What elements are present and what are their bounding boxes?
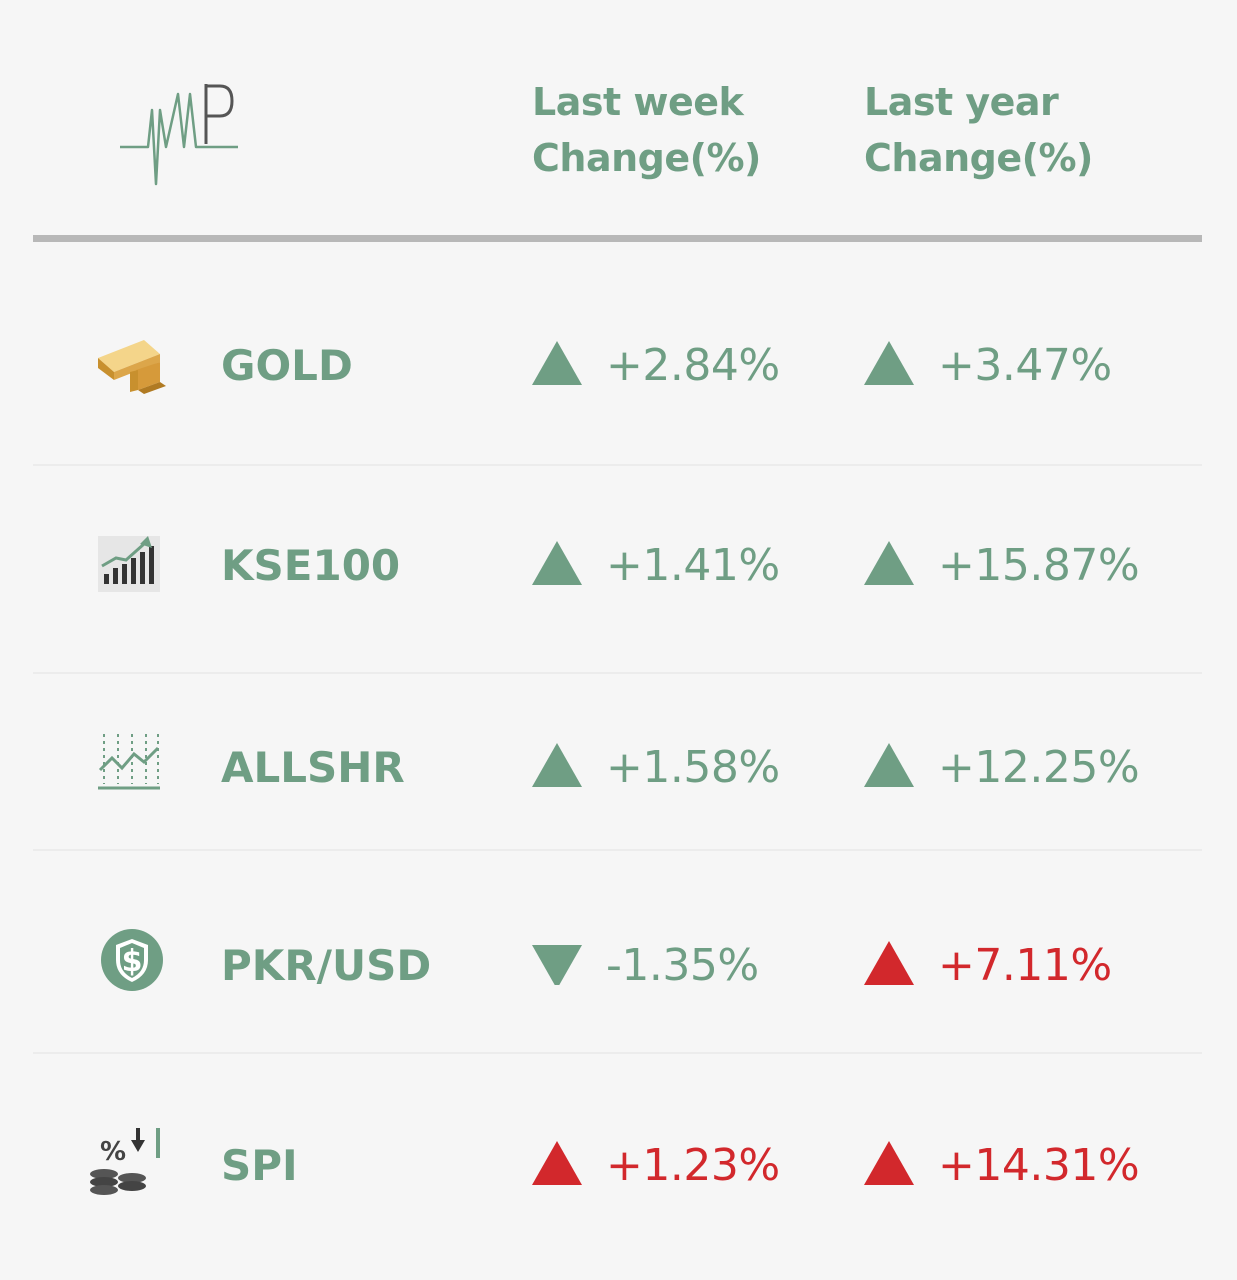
bar-chart-growth-icon	[98, 536, 160, 592]
week-change-value: +1.41%	[606, 540, 780, 591]
triangle-up-icon	[864, 541, 914, 585]
dollar-coin-icon: $	[101, 929, 163, 991]
coins-percent-icon: %	[90, 1128, 160, 1195]
table-row-kse100: KSE100 +1.41% +15.87%	[0, 536, 1237, 596]
asset-name: SPI	[221, 1141, 298, 1190]
week-change-value: +1.58%	[606, 742, 780, 793]
line-chart-icon	[98, 734, 160, 790]
asset-name: KSE100	[221, 541, 401, 590]
year-change-value: +15.87%	[938, 540, 1140, 591]
triangle-up-icon	[532, 341, 582, 385]
asset-name: ALLSHR	[221, 743, 405, 792]
year-change-value: +7.11%	[938, 940, 1112, 991]
year-change-value: +12.25%	[938, 742, 1140, 793]
table-row-gold: GOLD +2.84% +3.47%	[0, 336, 1237, 396]
table-row-allshr: ALLSHR +1.58% +12.25%	[0, 734, 1237, 798]
triangle-up-icon	[532, 1141, 582, 1185]
triangle-down-icon	[532, 945, 582, 985]
gold-bar-icon	[98, 340, 166, 394]
last-week-header-line2: Change(%)	[532, 136, 761, 180]
triangle-up-icon	[864, 743, 914, 787]
row-divider	[33, 464, 1202, 466]
triangle-up-icon	[532, 541, 582, 585]
asset-name: PKR/USD	[221, 941, 432, 990]
last-year-header-line2: Change(%)	[864, 136, 1093, 180]
svg-text:$: $	[122, 944, 143, 979]
triangle-up-icon	[864, 1141, 914, 1185]
last-week-header: Last week Change(%)	[532, 74, 761, 186]
triangle-up-icon	[532, 743, 582, 787]
amp-logo-icon	[120, 84, 238, 186]
table-row-pkr-usd: $ PKR/USD -1.35% +7.11%	[0, 929, 1237, 996]
last-week-header-line1: Last week	[532, 80, 744, 124]
row-divider	[33, 849, 1202, 851]
triangle-up-icon	[864, 941, 914, 985]
table-row-spi: % SPI +1.23% +14.31%	[0, 1128, 1237, 1196]
header-divider	[33, 235, 1202, 242]
last-year-header: Last year Change(%)	[864, 74, 1093, 186]
last-year-header-line1: Last year	[864, 80, 1059, 124]
svg-text:%: %	[100, 1137, 126, 1167]
week-change-value: +1.23%	[606, 1140, 780, 1191]
triangle-up-icon	[864, 341, 914, 385]
year-change-value: +3.47%	[938, 340, 1112, 391]
row-divider	[33, 672, 1202, 674]
row-divider	[33, 1052, 1202, 1054]
week-change-value: -1.35%	[606, 940, 759, 991]
asset-name: GOLD	[221, 341, 353, 390]
week-change-value: +2.84%	[606, 340, 780, 391]
year-change-value: +14.31%	[938, 1140, 1140, 1191]
